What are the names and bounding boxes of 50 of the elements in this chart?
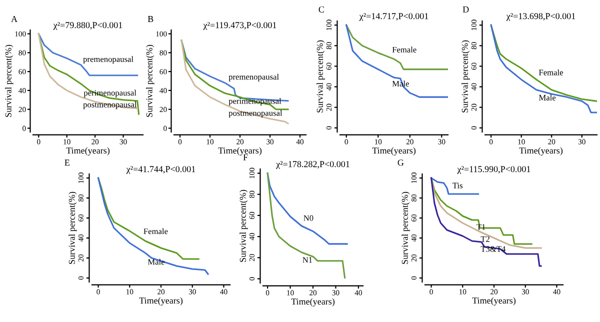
line-series [180,40,289,124]
series-label: postmenopausal [228,110,282,118]
x-axis-title: Time(years) [66,147,110,156]
series-label: Female [392,46,416,52]
x-axis-title: Time(years) [291,298,334,306]
text: F [243,154,248,160]
text: G [398,160,404,166]
series-label: premenopausal [83,56,134,64]
x-axis-title: Time(years) [472,297,516,306]
text: D [462,6,469,12]
series-label: Female [538,69,563,76]
chart-title: χ²=41.744,P<0.001 [126,166,196,174]
x-axis-title: Time(years) [372,147,416,156]
y-axis-title: Survival percent(%) [68,192,77,264]
x-axis-title: Time(years) [519,147,562,156]
series-label: postmenopausal [83,102,137,110]
series-label: T2 [480,236,490,242]
series-label: N1 [302,257,312,263]
y-axis-title: Survival percent(%) [316,40,325,112]
line-series [266,172,346,278]
chart-title: χ²=13.698,P<0.001 [506,13,576,21]
text: A [11,16,18,22]
text: C [318,6,324,13]
y-axis-title: Survival percent(%) [5,44,14,117]
chart-title: χ²=14.717,P<0.001 [359,13,428,21]
series-label: Female [144,228,168,234]
series-label: Tis [452,182,462,188]
chart-title: χ²=79.880,P<0.001 [53,22,122,30]
x-axis-title: Time(years) [218,147,262,156]
chart-title: χ²=119.473,P<0.001 [203,22,276,30]
y-axis-title: Survival percent(%) [402,192,410,264]
line-series [98,177,200,260]
series-label: N0 [304,215,314,221]
line-series [430,177,480,195]
line-series [38,33,138,76]
y-axis-title: Survival percent(%) [146,44,154,117]
x-axis-title: Time(years) [139,297,182,306]
series-label: Male [538,94,556,100]
text: E [64,160,70,166]
line-series [346,24,448,70]
line-series [98,177,209,275]
y-axis-title: Survival percent(%) [462,40,470,112]
y-axis-title: Survival percent(%) [240,190,248,262]
line-series [430,177,542,267]
series-label: premenopausal [228,74,279,82]
line-series [346,24,448,98]
chart-title: χ²=115.990,P<0.001 [457,166,530,174]
series-label: Male [148,258,165,265]
chart-title: χ²=178.282,P<0.001 [276,161,350,169]
text: B [148,16,154,22]
